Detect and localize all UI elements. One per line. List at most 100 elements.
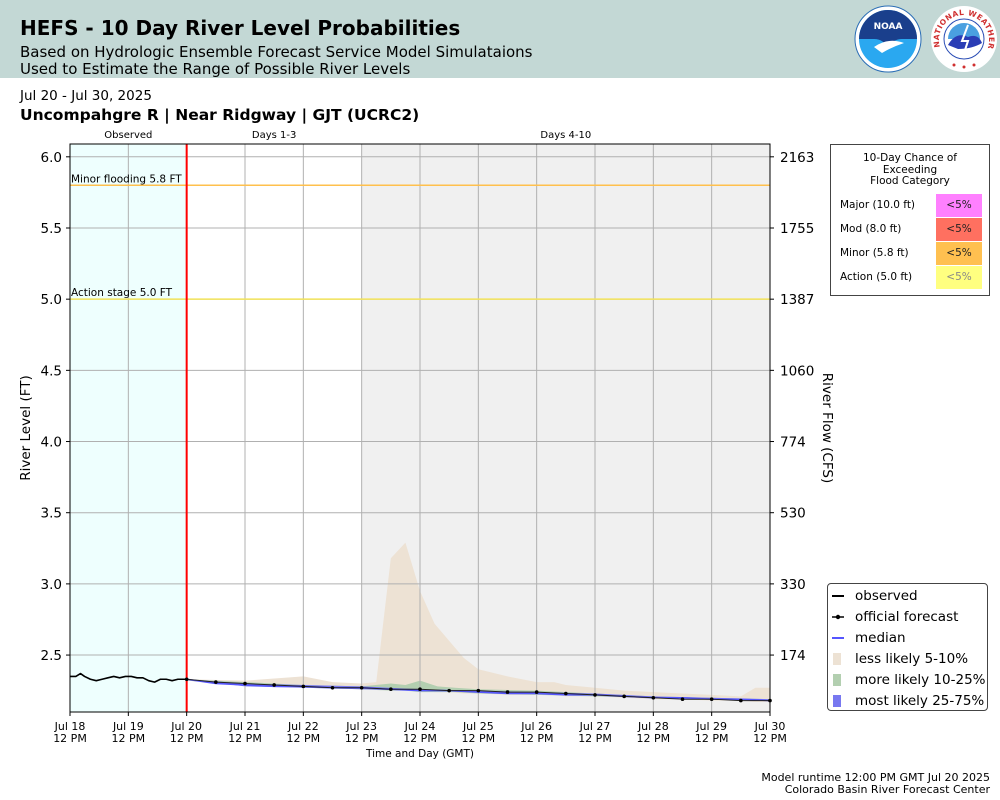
x-tick-label: Jul 28 [637,720,669,733]
page-subtitle: Based on Hydrologic Ensemble Forecast Se… [20,43,533,61]
flood-row-label: Action (5.0 ft) [840,271,913,283]
legend-label: median [855,630,906,646]
x-tick-label: Jul 30 [754,720,786,733]
forecast-point [709,697,714,701]
y-tick-label: 5.5 [41,221,62,237]
x-tick-label: Jul 27 [579,720,611,733]
legend-label: more likely 10-25% [855,672,986,688]
noaa-logo-icon: NOAA [854,5,922,73]
y2-tick-label: 1387 [780,292,814,308]
forecast-center: Colorado Basin River Forecast Center [784,783,990,796]
legend-symbol [832,595,844,597]
x-tick-label: 12 PM [753,732,787,745]
legend-item: observed [832,586,987,606]
forecast-point [447,688,451,693]
legend-label: most likely 25-75% [855,693,985,709]
forecast-point [418,687,422,692]
forecast-point [651,695,656,700]
y2-tick-label: 330 [780,577,806,593]
x-tick-label: 12 PM [462,732,496,745]
forecast-point [593,693,597,697]
y2-tick-label: 2163 [780,150,814,166]
y-tick-label: 2.5 [41,648,62,664]
flood-row-value: <5% [936,242,982,265]
forecast-point [214,680,218,684]
legend-item: official forecast [832,607,987,627]
y-tick-label: 4.5 [41,363,62,379]
forecast-point [330,685,335,690]
flood-title-line: Exceeding [882,163,938,176]
model-runtime: Model runtime 12:00 PM GMT Jul 20 2025 [761,771,990,784]
legend-symbol [832,614,844,620]
legend-item: less likely 5-10% [832,649,987,669]
x-tick-label: 12 PM [520,732,554,745]
page-subtitle-2: Used to Estimate the Range of Possible R… [20,60,411,78]
legend-item: most likely 25-75% [832,691,987,711]
forecast-point [622,694,626,699]
legend-item: more likely 10-25% [832,670,987,690]
region-label: Observed [104,130,152,141]
forecast-point [680,697,685,701]
forecast-point [272,683,276,687]
x-tick-label: 12 PM [695,732,729,745]
x-tick-label: 12 PM [53,732,87,745]
legend-label: less likely 5-10% [855,651,969,667]
y2-tick-label: 530 [780,506,806,522]
legend-swatch [833,653,841,665]
x-tick-label: 12 PM [403,732,437,745]
x-tick-label: 12 PM [228,732,262,745]
legend-symbol [833,695,841,707]
station-title: Uncompahgre R | Near Ridgway | GJT (UCRC… [20,106,420,124]
y-tick-label: 3.5 [41,506,62,522]
x-tick-label: 12 PM [637,732,671,745]
flood-title-line: 10-Day Chance of [863,152,957,164]
x-tick-label: Jul 19 [112,720,144,733]
forecast-point [476,688,481,693]
x-tick-label: Jul 24 [404,720,436,733]
flood-box-title: 10-Day Chance of Exceeding Flood Categor… [831,152,989,188]
flood-row-label: Mod (8.0 ft) [840,223,902,235]
threshold-label: Minor flooding 5.8 FT [71,173,182,185]
y-tick-label: 5.0 [41,292,62,308]
legend-symbol [832,637,844,639]
flood-row-label: Major (10.0 ft) [840,199,916,211]
forecast-point [243,681,247,686]
x-tick-label: 12 PM [345,732,379,745]
forecast-point [184,677,189,682]
chart-legend: observed official forecast median less like… [827,583,988,711]
flood-row-label: Minor (5.8 ft) [840,247,909,259]
x-tick-label: 12 PM [112,732,146,745]
x-tick-label: Jul 21 [229,720,261,733]
region-label: Days 1-3 [252,130,296,141]
series-lines [70,672,772,703]
legend-label: observed [855,588,918,604]
forecast-point [359,685,364,690]
region-label: Days 4-10 [540,130,591,141]
y2-axis-label: River Flow (CFS) [819,373,835,483]
legend-symbol [833,674,841,686]
forecast-point [534,690,539,694]
legend-symbol [833,653,841,665]
x-tick-label: 12 PM [578,732,612,745]
threshold-lines: Minor flooding 5.8 FT Action stage 5.0 FT [70,144,770,712]
y2-tick-label: 174 [780,648,806,664]
x-tick-label: Jul 26 [520,720,552,733]
forecast-point [505,690,510,694]
y2-tick-label: 1060 [780,363,814,379]
page-title: HEFS - 10 Day River Level Probabilities [20,16,461,40]
forecast-point [739,698,743,703]
x-tick-label: 12 PM [287,732,321,745]
legend-swatch [833,695,841,707]
x-tick-label: Jul 25 [462,720,494,733]
x-tick-label: Jul 23 [345,720,377,733]
noaa-logo-text: NOAA [874,22,903,32]
legend-item: median [832,628,987,648]
flood-row-value: <5% [936,218,982,241]
x-tick-label: Jul 29 [695,720,727,733]
y-tick-label: 6.0 [41,150,62,166]
x-axis-label: Time and Day (GMT) [365,748,474,760]
y-tick-label: 3.0 [41,577,62,593]
date-range: Jul 20 - Jul 30, 2025 [20,88,152,104]
